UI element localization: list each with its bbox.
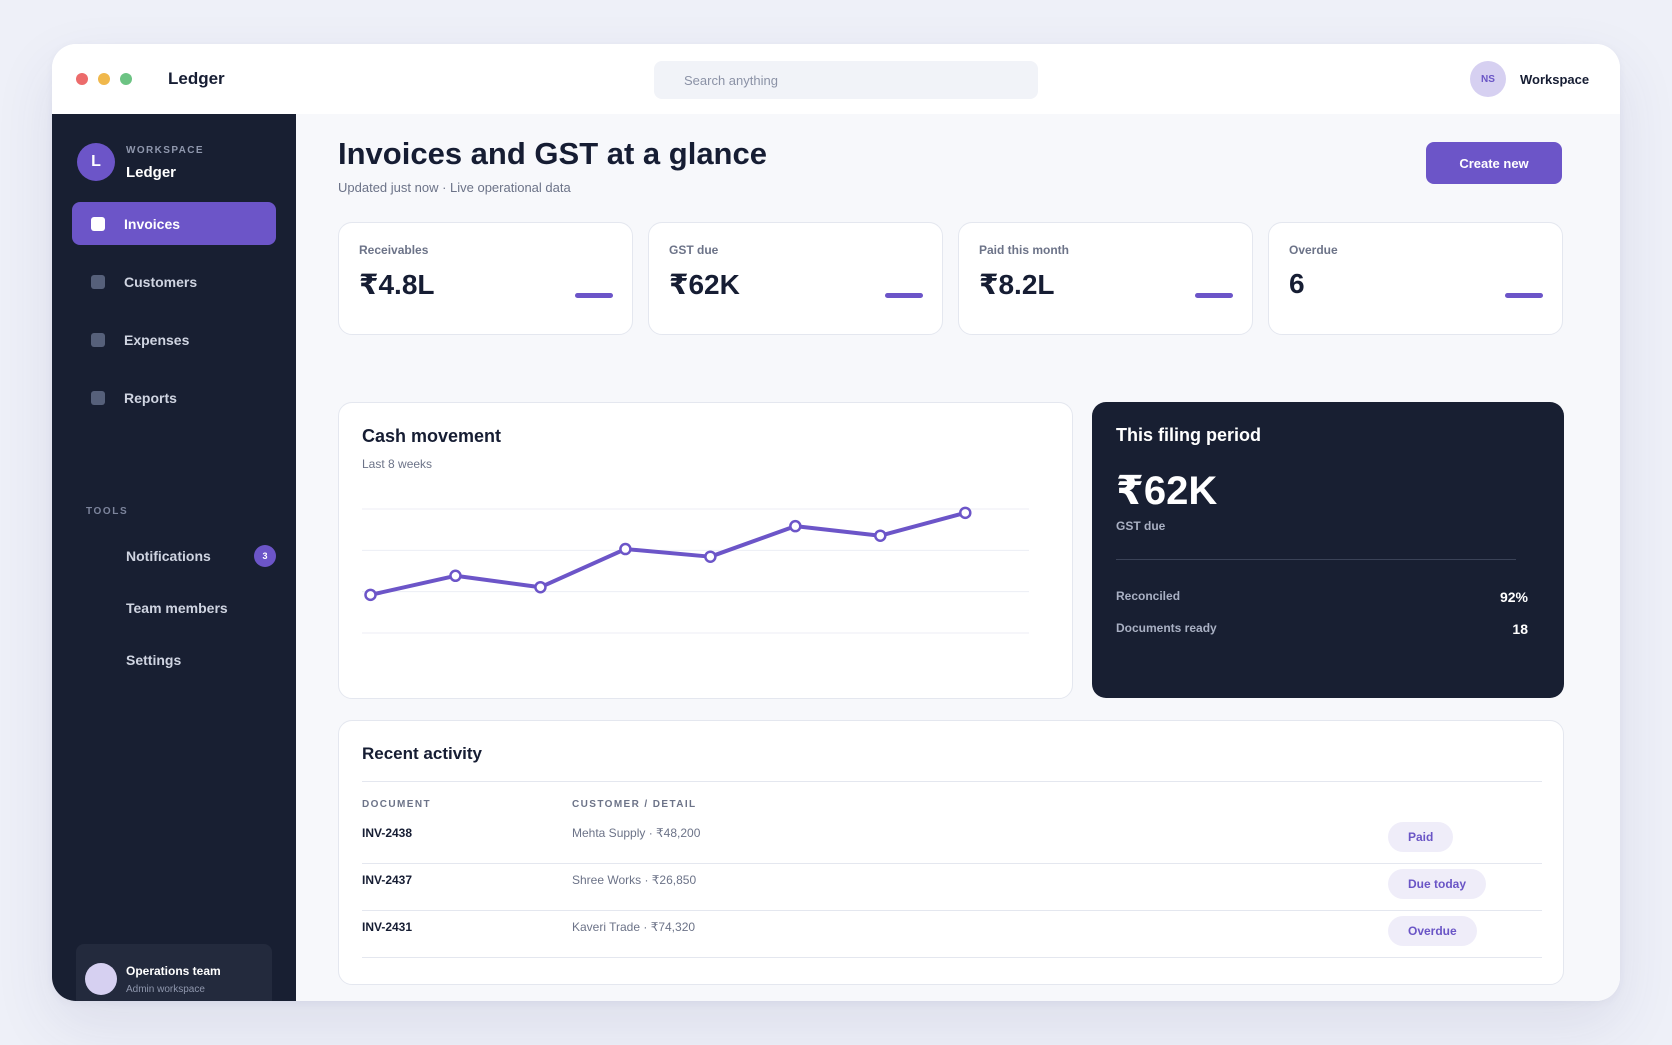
sidebar-item-settings[interactable]: Settings bbox=[72, 642, 276, 678]
workspace-name: Ledger bbox=[126, 164, 177, 181]
customer-detail: Shree Works · ₹26,850 bbox=[572, 873, 697, 887]
filing-row-value: 92% bbox=[1499, 589, 1528, 605]
sidebar: L WORKSPACE Ledger Invoices Customers Ex… bbox=[52, 114, 296, 1001]
main-content: Invoices and GST at a glance Updated jus… bbox=[296, 114, 1620, 1001]
top-bar: Ledger NS Workspace bbox=[52, 44, 1620, 114]
sidebar-item-label: Notifications bbox=[126, 548, 211, 564]
sidebar-item-label: Customers bbox=[124, 273, 198, 290]
sidebar-item-label: Team members bbox=[126, 600, 228, 616]
document-id[interactable]: INV-2431 bbox=[362, 920, 413, 934]
stat-label: Overdue bbox=[1289, 243, 1338, 257]
search-input[interactable] bbox=[654, 61, 1038, 99]
stat-accent-bar bbox=[575, 293, 613, 298]
recent-activity-card: Recent activity DOCUMENT CUSTOMER / DETA… bbox=[338, 720, 1564, 985]
stat-card-gst-due[interactable]: GST due ₹62K bbox=[648, 222, 943, 335]
sidebar-item-label: Invoices bbox=[124, 215, 181, 232]
table-row[interactable]: INV-2437 Shree Works · ₹26,850 Due today bbox=[362, 864, 1542, 911]
invoices-icon bbox=[91, 216, 105, 231]
stat-accent-bar bbox=[1195, 293, 1233, 298]
sidebar-item-expenses[interactable]: Expenses bbox=[72, 318, 276, 361]
sidebar-item-label: Reports bbox=[124, 389, 177, 406]
workspace-avatar: L bbox=[77, 143, 115, 181]
team-card[interactable]: Operations team Admin workspace bbox=[76, 944, 272, 1001]
filing-row-label: Reconciled bbox=[1116, 589, 1181, 603]
reports-icon bbox=[91, 390, 105, 405]
customer-detail: Kaveri Trade · ₹74,320 bbox=[572, 920, 696, 934]
filing-row-documents-ready: Documents ready 18 bbox=[1116, 621, 1528, 637]
stat-value: ₹62K bbox=[669, 269, 740, 300]
close-window-dot[interactable] bbox=[76, 73, 88, 85]
filing-caption: GST due bbox=[1116, 519, 1166, 533]
chart-series-line bbox=[368, 510, 968, 597]
filing-period-card: This filing period ₹62K GST due Reconcil… bbox=[1092, 402, 1564, 698]
sidebar-item-team-members[interactable]: Team members bbox=[72, 590, 276, 626]
column-header-document: DOCUMENT bbox=[362, 799, 431, 810]
activity-title: Recent activity bbox=[362, 744, 482, 763]
chart-point[interactable] bbox=[959, 506, 972, 520]
document-id[interactable]: INV-2437 bbox=[362, 873, 413, 887]
chart-point[interactable] bbox=[704, 550, 717, 563]
table-row[interactable]: INV-2431 Kaveri Trade · ₹74,320 Overdue bbox=[362, 911, 1542, 958]
workspace-kicker: WORKSPACE bbox=[126, 145, 204, 156]
sidebar-item-notifications[interactable]: Notifications 3 bbox=[72, 538, 276, 574]
chart-title: Cash movement bbox=[362, 426, 502, 446]
stat-value: 6 bbox=[1289, 268, 1305, 299]
expenses-icon bbox=[91, 332, 105, 347]
stat-value: ₹8.2L bbox=[979, 269, 1055, 300]
workspace-switcher[interactable]: Workspace bbox=[1520, 72, 1590, 87]
team-avatar bbox=[85, 963, 117, 995]
chart-point[interactable] bbox=[534, 580, 547, 594]
notification-count-badge: 3 bbox=[254, 545, 276, 567]
chart-subtitle: Last 8 weeks bbox=[362, 457, 433, 471]
chart-point[interactable] bbox=[789, 519, 802, 533]
customer-detail: Mehta Supply · ₹48,200 bbox=[572, 826, 701, 840]
stat-label: Receivables bbox=[359, 243, 429, 257]
filing-row-label: Documents ready bbox=[1116, 621, 1217, 635]
document-id[interactable]: INV-2438 bbox=[362, 826, 413, 840]
user-avatar[interactable]: NS bbox=[1470, 61, 1506, 97]
sidebar-item-label: Expenses bbox=[124, 331, 190, 348]
page-subtitle: Updated just now · Live operational data bbox=[338, 180, 571, 195]
app-window: Ledger NS Workspace L WORKSPACE Ledger I… bbox=[52, 44, 1620, 1001]
status-badge: Paid bbox=[1388, 822, 1454, 852]
sidebar-item-reports[interactable]: Reports bbox=[72, 376, 276, 419]
stat-card-overdue[interactable]: Overdue 6 bbox=[1268, 222, 1563, 335]
table-row[interactable]: INV-2438 Mehta Supply · ₹48,200 Paid bbox=[362, 817, 1542, 864]
status-badge: Overdue bbox=[1388, 916, 1477, 946]
sidebar-item-customers[interactable]: Customers bbox=[72, 260, 276, 303]
chart-point[interactable] bbox=[449, 569, 462, 583]
page-title: Invoices and GST at a glance bbox=[338, 136, 767, 171]
filing-row-reconciled: Reconciled 92% bbox=[1116, 589, 1528, 605]
filing-title: This filing period bbox=[1116, 425, 1261, 445]
team-subtitle: Admin workspace bbox=[126, 984, 205, 995]
stat-value: ₹4.8L bbox=[359, 269, 435, 300]
stat-card-paid-this-month[interactable]: Paid this month ₹8.2L bbox=[958, 222, 1253, 335]
status-badge: Due today bbox=[1388, 869, 1487, 899]
filing-row-value: 18 bbox=[1512, 621, 1528, 637]
app-title: Ledger bbox=[168, 69, 225, 88]
column-header-customer: CUSTOMER / DETAIL bbox=[572, 799, 697, 810]
minimize-window-dot[interactable] bbox=[98, 73, 110, 85]
create-new-button[interactable]: Create new bbox=[1426, 142, 1562, 184]
tools-heading: TOOLS bbox=[86, 506, 129, 517]
activity-divider bbox=[362, 781, 1542, 782]
sidebar-item-label: Settings bbox=[126, 652, 182, 668]
cash-movement-card: Cash movement Last 8 weeks bbox=[338, 402, 1073, 699]
customers-icon bbox=[91, 274, 105, 289]
cash-movement-chart bbox=[362, 506, 1029, 634]
sidebar-item-invoices[interactable]: Invoices bbox=[72, 202, 276, 245]
stat-accent-bar bbox=[885, 293, 923, 298]
stat-label: GST due bbox=[669, 243, 719, 257]
chart-point[interactable] bbox=[874, 529, 887, 542]
stat-label: Paid this month bbox=[979, 243, 1069, 257]
chart-point[interactable] bbox=[619, 542, 632, 556]
filing-divider bbox=[1116, 559, 1516, 560]
stat-card-receivables[interactable]: Receivables ₹4.8L bbox=[338, 222, 633, 335]
team-name: Operations team bbox=[126, 964, 221, 978]
maximize-window-dot[interactable] bbox=[120, 73, 132, 85]
filing-amount: ₹62K bbox=[1116, 469, 1218, 513]
stat-accent-bar bbox=[1505, 293, 1543, 298]
chart-point[interactable] bbox=[364, 588, 377, 602]
